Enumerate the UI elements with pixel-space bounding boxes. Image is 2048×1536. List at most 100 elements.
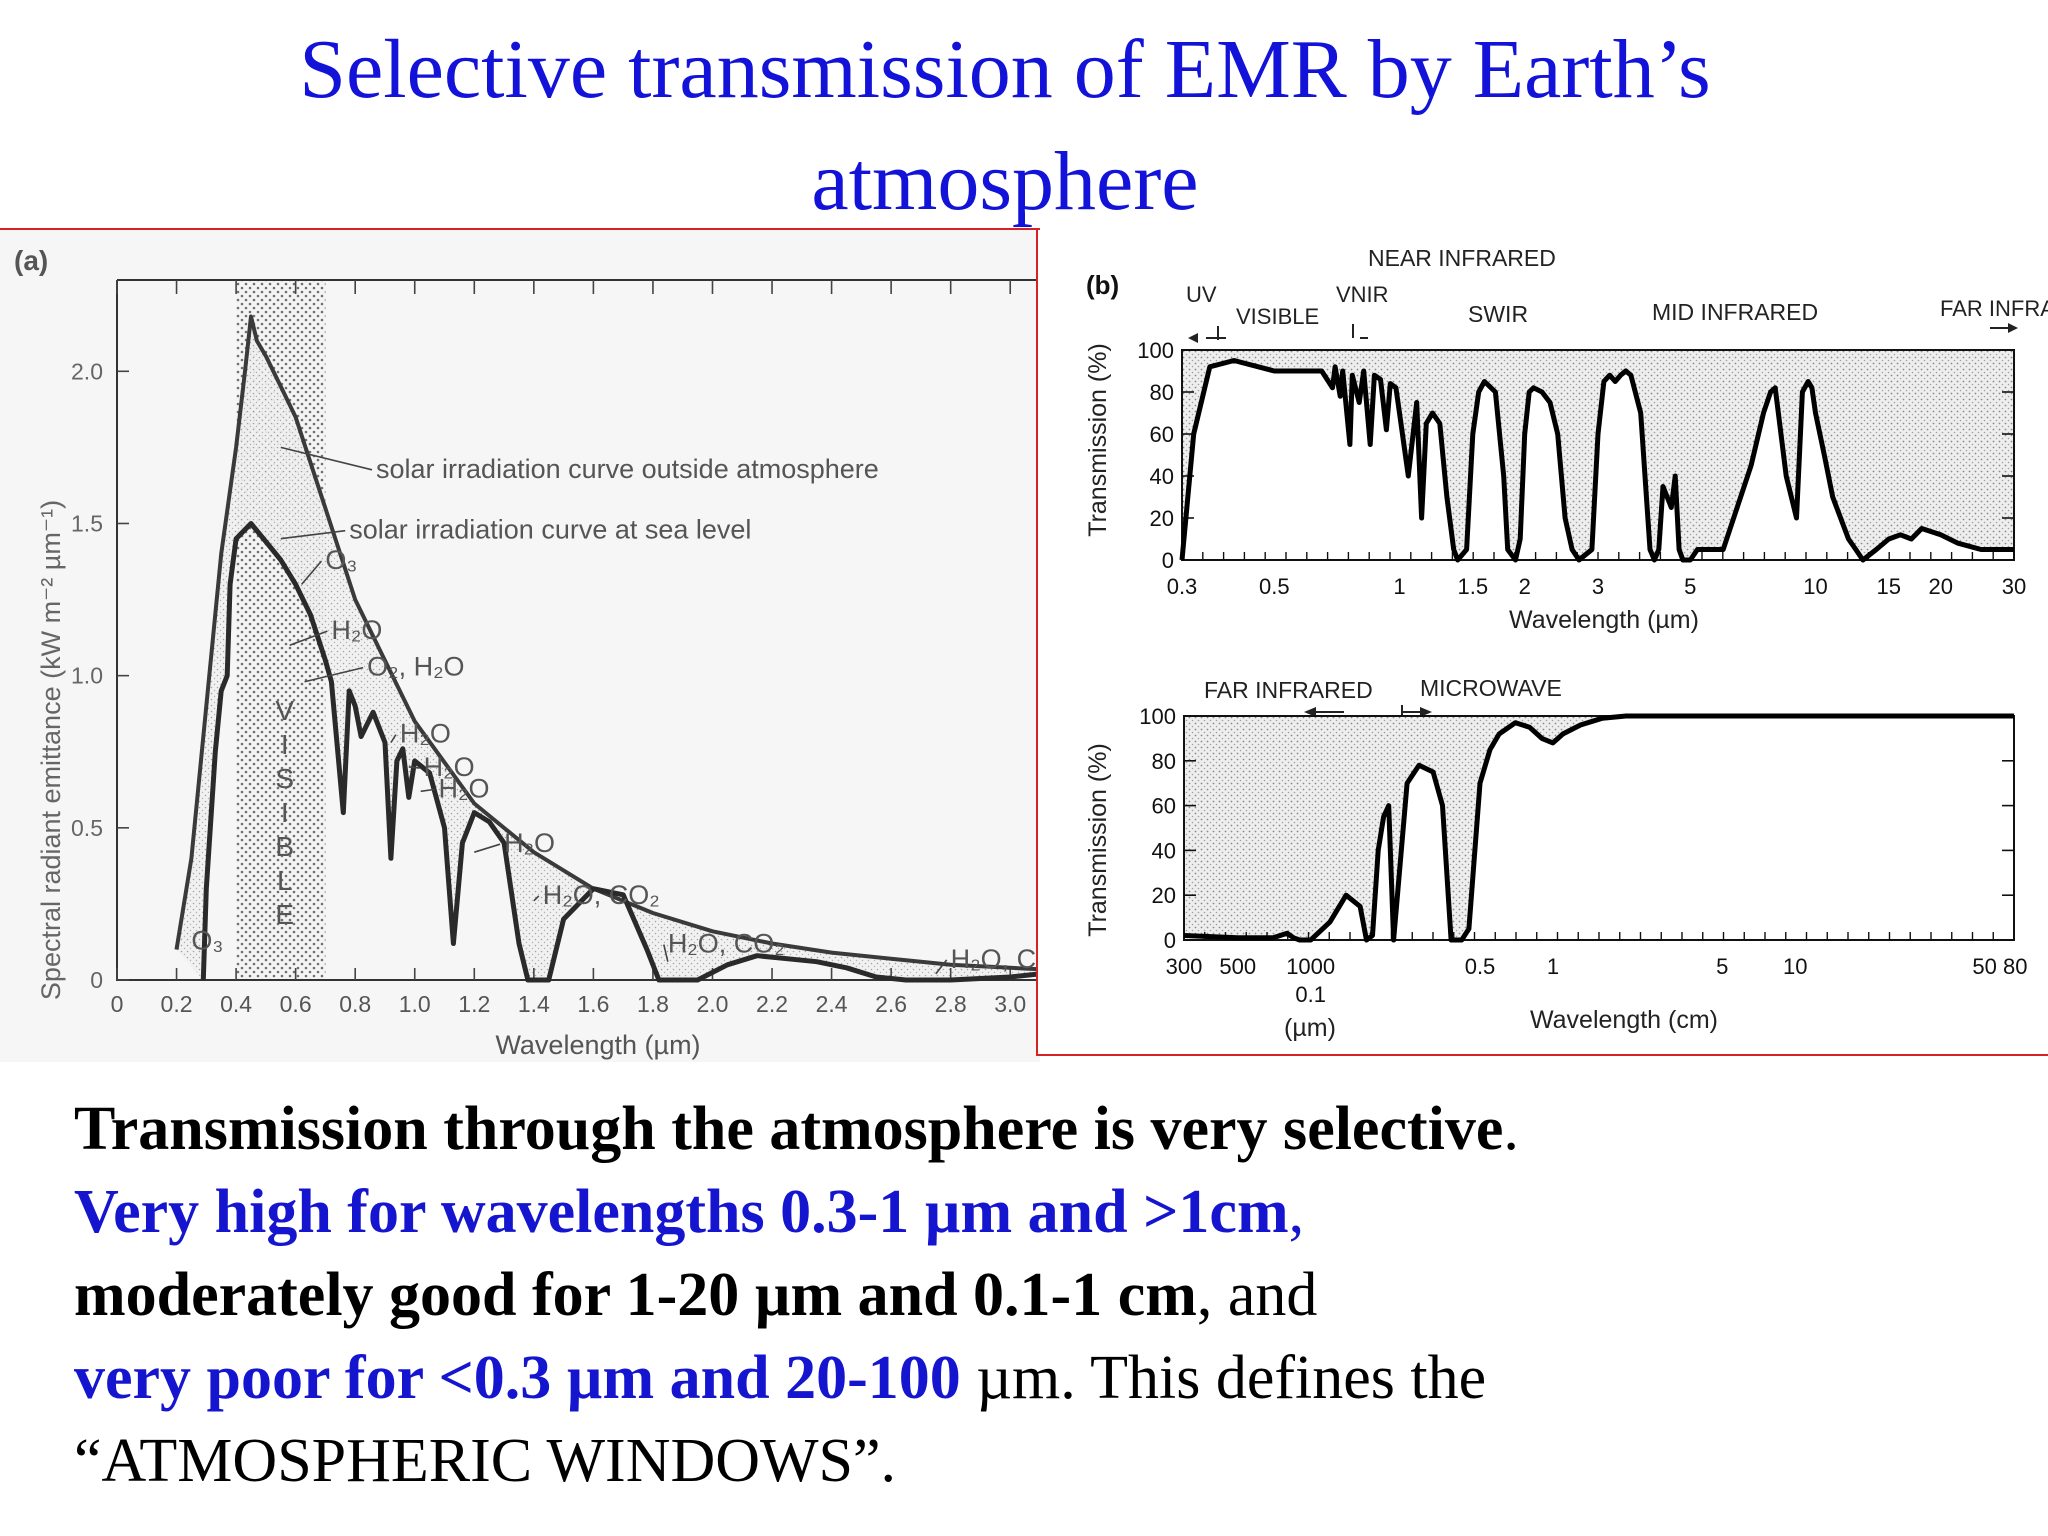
panel-a-y-tick-label: 0.5	[71, 815, 103, 841]
annotation-leader	[300, 560, 323, 585]
caption-period: .	[1503, 1095, 1519, 1163]
visible-letter: B	[275, 831, 294, 862]
title-line-1: Selective transmission of EMR by Earth’s	[299, 23, 1711, 116]
panel-a-x-tick-label: 2.2	[756, 991, 788, 1017]
x-tick-label: 5	[1716, 954, 1728, 979]
region-near-infrared: NEAR INFRARED	[1368, 245, 1556, 271]
region-swir: SWIR	[1468, 301, 1528, 327]
x-tick-label: 0.3	[1167, 574, 1198, 599]
region-far-infrared: FAR INFRARED	[1940, 296, 2048, 321]
panel-a-y-tick-label: 1.0	[71, 663, 103, 689]
annotation-leader	[408, 766, 420, 769]
annotation-label: H₂O	[331, 615, 382, 645]
annotation-leader	[533, 895, 540, 902]
panel-a-y-tick-label: 2.0	[71, 358, 103, 384]
y-tick-label: 0	[1162, 548, 1174, 573]
caption-very-high: Very high for wavelengths 0.3-1 µm and >…	[74, 1178, 1289, 1246]
region-microwave: MICROWAVE	[1420, 675, 1562, 701]
annotation-label: H₂O	[424, 752, 475, 782]
region-visible: VISIBLE	[1236, 304, 1319, 329]
panel-a-x-tick-label: 0.8	[339, 991, 371, 1017]
visible-letter: I	[281, 797, 289, 828]
caption-selective: Transmission through the atmosphere is v…	[74, 1095, 1504, 1163]
annotation-leader	[474, 843, 501, 853]
annotation-label: H₂O	[400, 719, 451, 749]
panel-b-label: (b)	[1086, 270, 1119, 300]
annotation-leader	[289, 630, 328, 646]
annotation-label: H₂O, CO₂	[543, 880, 660, 910]
visible-letter: L	[277, 865, 293, 896]
y-tick-label: 40	[1152, 838, 1176, 863]
y-tick-label: 80	[1152, 749, 1176, 774]
y-tick-label: 60	[1152, 794, 1176, 819]
y-tick-label: 40	[1150, 464, 1174, 489]
panel-b-y-label-top: Transmission (%)	[1084, 343, 1112, 537]
panel-a-x-tick-label: 1.2	[458, 991, 490, 1017]
absorption-shading	[1184, 716, 2014, 940]
title-line-2: atmosphere	[811, 135, 1199, 228]
x-tick-label: 1.5	[1457, 574, 1488, 599]
annotation-leader	[280, 529, 346, 540]
region-mid-infrared: MID INFRARED	[1652, 299, 1818, 325]
y-tick-label: 0	[1164, 928, 1176, 953]
panel-a-x-tick-label: 0.6	[280, 991, 312, 1017]
x-tick-label: 300	[1166, 954, 1203, 979]
x-tick-label: 500	[1219, 954, 1256, 979]
x-tick-label: 20	[1929, 574, 1953, 599]
curve-outside-atmosphere	[174, 314, 1040, 972]
region-far-infrared-lower: FAR INFRARED	[1204, 677, 1373, 703]
y-tick-label: 80	[1150, 380, 1174, 405]
panel-a-x-label: Wavelength (µm)	[495, 1030, 700, 1060]
absorption-shading	[1182, 350, 2014, 560]
panel-a-y-tick-label: 1.5	[71, 510, 103, 536]
x-tick-label: 10	[1783, 954, 1807, 979]
panel-a-x-tick-label: 2.0	[696, 991, 728, 1017]
region-vnir: VNIR	[1336, 282, 1389, 307]
caption-moderate: moderately good for 1-20 µm and 0.1-1 cm	[74, 1261, 1197, 1329]
y-tick-label: 100	[1139, 704, 1176, 729]
y-tick-label: 100	[1137, 338, 1174, 363]
transmission-curve	[1179, 358, 2014, 563]
y-tick-label: 20	[1150, 506, 1174, 531]
annotation-label: O₃	[325, 545, 357, 575]
annotation-label: H₂O	[439, 773, 490, 803]
visible-letter: S	[275, 763, 294, 794]
visible-letter: I	[281, 729, 289, 760]
panel-a-y-label: Spectral radiant emittance (kW m⁻² µm⁻¹)	[36, 500, 66, 1000]
panel-a-y-tick-label: 0	[90, 967, 103, 993]
annotation-label: H₂O	[504, 828, 555, 858]
annotation-leader	[663, 944, 669, 962]
caption-windows: “ATMOSPHERIC WINDOWS”.	[74, 1427, 897, 1495]
y-tick-label: 60	[1150, 422, 1174, 447]
panel-a-x-tick-label: 1.6	[577, 991, 609, 1017]
panel-a-x-tick-label: 0.2	[161, 991, 193, 1017]
panel-a-x-tick-label: 1.0	[399, 991, 431, 1017]
x-tick-label: 0.1	[1295, 982, 1326, 1007]
x-tick-label: 3	[1592, 574, 1604, 599]
panel-a-x-tick-label: 1.4	[518, 991, 550, 1017]
x-tick-label: 30	[2002, 574, 2026, 599]
caption-very-poor: very poor for <0.3 µm and 20-100	[74, 1344, 961, 1412]
visible-letter: V	[275, 695, 294, 726]
annotation-label: O₂, H₂O	[367, 652, 464, 682]
annotation-label: O₃	[191, 926, 223, 956]
region-uv: UV	[1186, 282, 1217, 307]
annotation-label: solar irradiation curve at sea level	[349, 515, 751, 545]
y-tick-label: 20	[1152, 883, 1176, 908]
x-tick-label: 1	[1393, 574, 1405, 599]
panel-b-y-label-bottom: Transmission (%)	[1084, 743, 1112, 937]
region-markers	[1188, 323, 2018, 343]
x-tick-label: 15	[1877, 574, 1901, 599]
panel-a-x-tick-label: 2.6	[875, 991, 907, 1017]
panel-b-frame: (b) NEAR INFRARED UV VNIR VISIBLE SWIR M…	[1036, 230, 2048, 1056]
panel-a-chart: (a) Spectral radiant emittance (kW m⁻² µ…	[0, 230, 1040, 1062]
x-tick-label: 50 80	[1972, 954, 2027, 979]
annotation-leader	[390, 734, 397, 744]
panel-a-x-tick-label: 2.8	[935, 991, 967, 1017]
panel-a-x-tick-label: 1.8	[637, 991, 669, 1017]
panel-a-x-tick-label: 2.4	[816, 991, 848, 1017]
annotation-leader	[935, 959, 948, 975]
slide-title: Selective transmission of EMR by Earth’s…	[0, 14, 2010, 238]
annotation-label: H₂O, CO	[951, 944, 1040, 974]
x-tick-label: 1000	[1286, 954, 1335, 979]
